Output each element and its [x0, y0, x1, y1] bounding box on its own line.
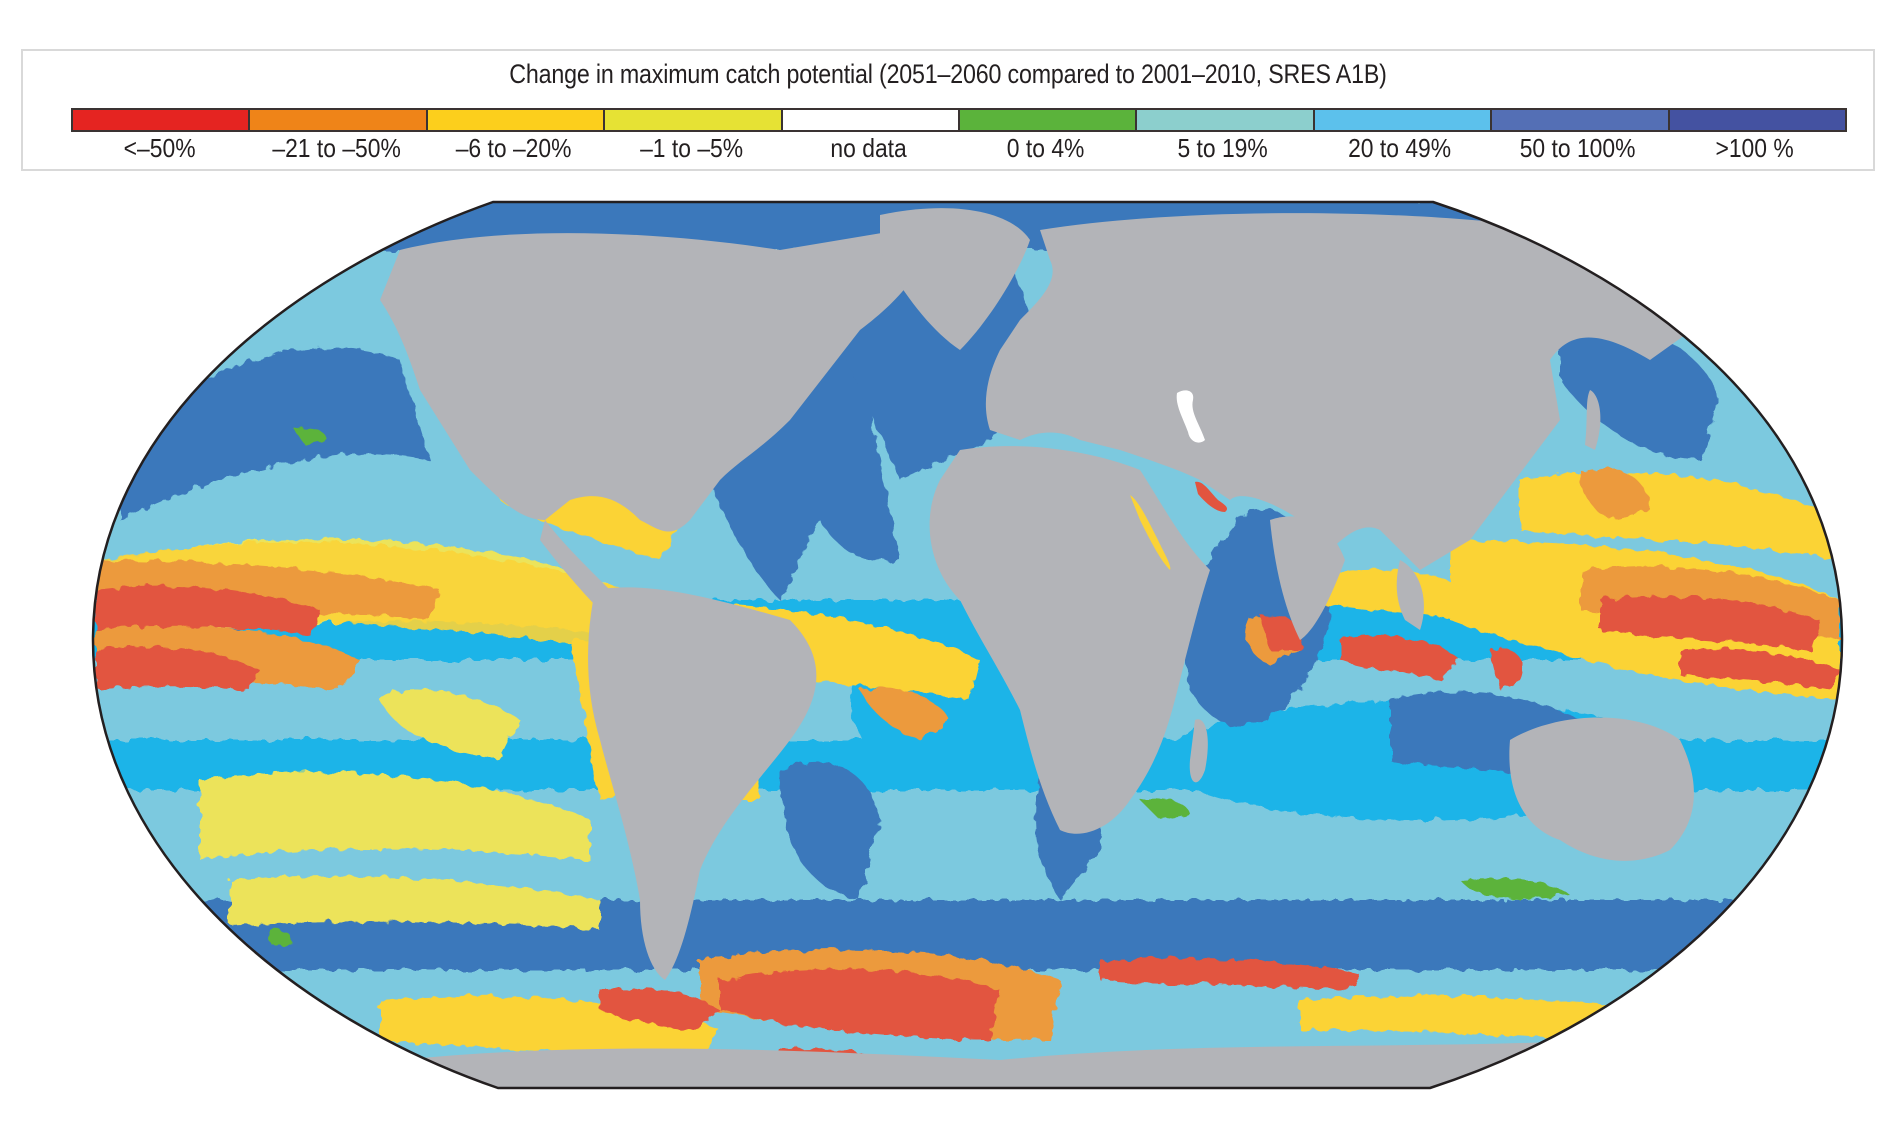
- legend-label: 50 to 100%: [1519, 133, 1636, 163]
- legend-swatch: [73, 110, 251, 130]
- legend-labels: <–50% –21 to –50% –6 to –20% –1 to –5% n…: [71, 133, 1843, 164]
- legend-swatch: [782, 110, 961, 130]
- legend-swatch: [1314, 110, 1493, 130]
- legend-label: –1 to –5%: [639, 133, 743, 163]
- persian-gulf: [1195, 481, 1228, 512]
- legend-label: –21 to –50%: [272, 133, 402, 163]
- legend-title: Change in maximum catch potential (2051–…: [509, 59, 1387, 89]
- legend-swatch: [1137, 110, 1315, 130]
- legend-swatch: [250, 110, 428, 130]
- legend-swatch: [427, 110, 606, 130]
- red-sea: [1130, 495, 1171, 570]
- legend-label: 20 to 49%: [1348, 133, 1452, 163]
- legend-label: no data: [830, 133, 907, 163]
- legend-label: <–50%: [123, 133, 196, 163]
- legend-label: 0 to 4%: [1006, 133, 1085, 163]
- no-data-caspian: [1176, 390, 1205, 443]
- map-outline: [91, 200, 1844, 1090]
- legend-label: >100 %: [1715, 133, 1794, 163]
- legend-swatch: [960, 110, 1138, 130]
- legend-swatch: [605, 110, 783, 130]
- legend-swatch: [1492, 110, 1670, 130]
- legend-swatch: [1669, 110, 1846, 130]
- legend-color-bar: [71, 108, 1847, 132]
- legend-label: –6 to –20%: [456, 133, 572, 163]
- map-body: [93, 202, 1842, 1088]
- legend: Change in maximum catch potential (2051–…: [21, 49, 1875, 171]
- legend-label: 5 to 19%: [1177, 133, 1268, 163]
